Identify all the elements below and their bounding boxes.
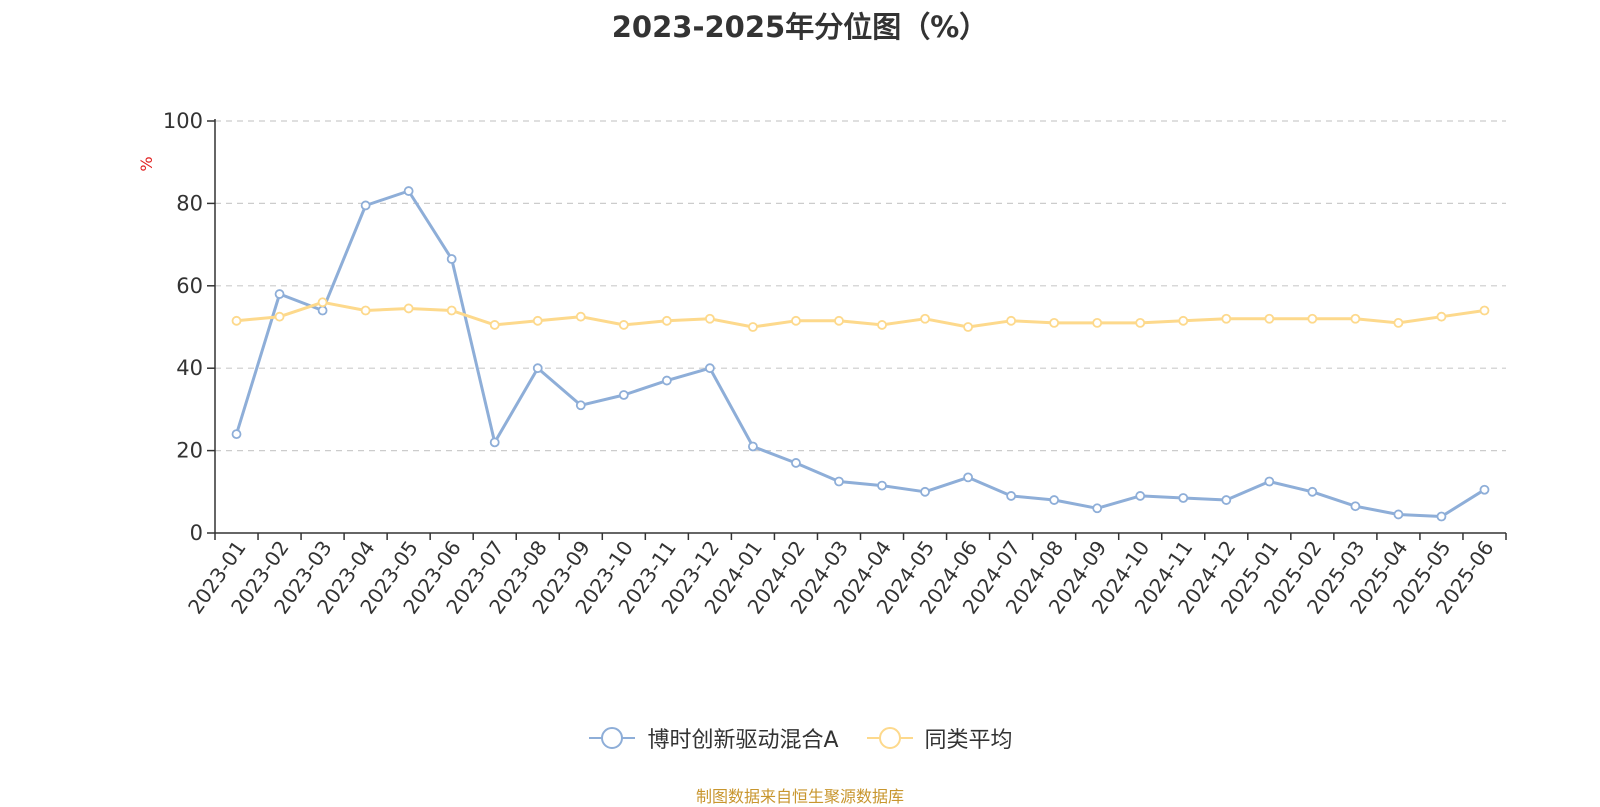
data-point-series-1 <box>1092 503 1103 514</box>
data-point-series-2 <box>231 315 242 326</box>
data-point-series-2 <box>1135 317 1146 328</box>
data-point-series-1 <box>1393 509 1404 520</box>
data-point-series-2 <box>920 313 930 324</box>
data-point-series-1 <box>1221 495 1232 505</box>
data-point-series-2 <box>1264 313 1275 324</box>
data-point-series-1 <box>1350 501 1361 512</box>
data-point-series-1 <box>1307 486 1318 497</box>
chart-legend: 博时创新驱动混合A 同类平均 <box>0 722 1600 754</box>
data-point-series-1 <box>1135 491 1146 501</box>
data-point-series-1 <box>532 363 543 374</box>
data-point-series-2 <box>1049 317 1060 328</box>
data-point-series-1 <box>403 186 414 196</box>
data-point-series-1 <box>963 472 973 483</box>
data-point-series-2 <box>1178 315 1189 326</box>
data-point-series-2 <box>489 320 500 330</box>
legend-label-series-1: 博时创新驱动混合A <box>647 728 839 753</box>
legend-item-series-2[interactable]: 同类平均 <box>865 722 1013 754</box>
data-point-series-1 <box>791 458 801 468</box>
data-point-series-2 <box>1436 311 1447 322</box>
data-point-series-1 <box>834 476 844 487</box>
grid-lines <box>215 120 1506 452</box>
y-tick-label: 100 <box>163 109 203 133</box>
y-tick-labels: 0 20 40 60 80 100 <box>163 109 203 545</box>
data-point-series-2 <box>748 322 758 332</box>
data-point-series-2 <box>317 297 328 308</box>
data-point-series-2 <box>575 311 586 322</box>
data-point-series-1 <box>1049 495 1060 505</box>
data-point-series-1 <box>446 254 457 264</box>
y-tick-label: 0 <box>190 521 203 545</box>
data-point-series-1 <box>1006 491 1017 501</box>
series-line-1 <box>235 189 1486 518</box>
series-line-2 <box>235 300 1486 329</box>
data-point-series-2 <box>403 303 414 314</box>
data-point-series-2 <box>1221 313 1232 324</box>
y-tick-label: 20 <box>176 439 203 463</box>
data-point-series-1 <box>1479 484 1490 495</box>
data-point-series-2 <box>877 320 887 330</box>
data-point-series-1 <box>1436 511 1447 522</box>
data-point-series-2 <box>1006 315 1017 326</box>
data-point-series-1 <box>661 375 672 386</box>
data-point-series-2 <box>704 313 715 324</box>
legend-item-series-1[interactable]: 博时创新驱动混合A <box>587 722 839 754</box>
data-point-series-1 <box>231 429 242 440</box>
data-point-series-1 <box>920 486 930 497</box>
data-point-series-1 <box>1178 493 1189 503</box>
data-point-series-2 <box>532 315 543 326</box>
data-point-series-1 <box>360 200 371 211</box>
legend-label-series-2: 同类平均 <box>924 728 1013 753</box>
data-point-series-1 <box>1264 476 1275 487</box>
data-point-series-2 <box>446 305 457 316</box>
source-note: 制图数据来自恒生聚源数据库 <box>695 787 904 806</box>
data-point-series-1 <box>489 437 500 448</box>
data-point-series-1 <box>274 289 285 299</box>
legend-line-circle-icon <box>589 727 636 749</box>
legend-line-circle-icon <box>866 727 913 749</box>
data-point-series-2 <box>661 315 672 326</box>
data-point-series-2 <box>834 315 844 326</box>
data-point-series-1 <box>575 400 586 411</box>
data-point-series-2 <box>963 322 973 332</box>
data-point-series-1 <box>618 390 629 400</box>
data-point-series-2 <box>1307 313 1318 324</box>
x-tick-labels: 2023-012023-022023-032023-042023-052023-… <box>183 536 1499 618</box>
series-lines <box>235 189 1486 518</box>
data-point-series-1 <box>748 441 758 452</box>
data-point-series-2 <box>1393 317 1404 328</box>
y-tick-label: 40 <box>176 356 203 380</box>
chart-title: 2023-2025年分位图（%） <box>611 10 989 44</box>
data-point-series-1 <box>877 480 887 491</box>
axes <box>207 119 1507 540</box>
y-axis-label: % <box>137 156 156 171</box>
data-point-series-2 <box>360 305 371 316</box>
y-tick-label: 60 <box>176 274 203 298</box>
series-points <box>231 186 1490 522</box>
data-point-series-1 <box>317 305 328 316</box>
data-point-series-2 <box>791 315 801 326</box>
data-point-series-2 <box>1092 317 1103 328</box>
data-point-series-2 <box>1350 313 1361 324</box>
y-tick-label: 80 <box>176 191 203 215</box>
data-point-series-2 <box>618 320 629 330</box>
data-point-series-2 <box>274 311 285 322</box>
data-point-series-2 <box>1479 305 1490 316</box>
data-point-series-1 <box>704 363 715 374</box>
